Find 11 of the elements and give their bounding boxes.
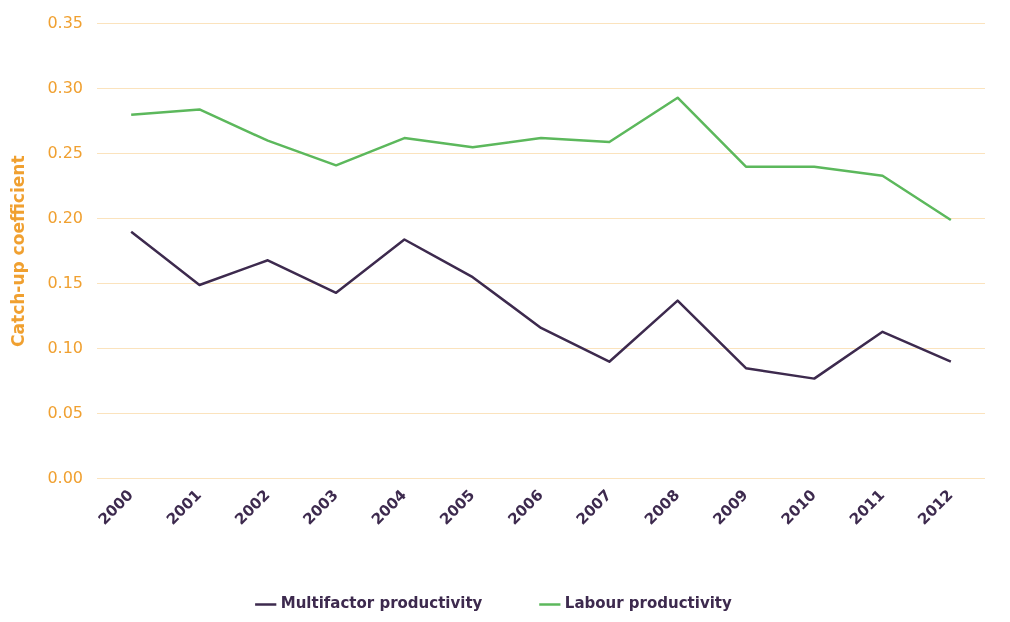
y-tick-label: 0.30 (47, 77, 84, 97)
y-tick-label: 0.20 (47, 207, 84, 227)
y-tick-label: 0.15 (47, 272, 84, 292)
y-tick-label: 0.00 (47, 467, 84, 487)
y-tick-label: 0.25 (47, 142, 84, 162)
y-tick-label: 0.05 (47, 402, 84, 422)
legend-label: Labour productivity (564, 594, 733, 613)
y-tick-label: 0.10 (47, 337, 84, 357)
legend-label: Multifactor productivity (280, 594, 483, 613)
y-axis-title: Catch-up coefficient (7, 155, 28, 347)
y-tick-label: 0.35 (47, 12, 84, 32)
